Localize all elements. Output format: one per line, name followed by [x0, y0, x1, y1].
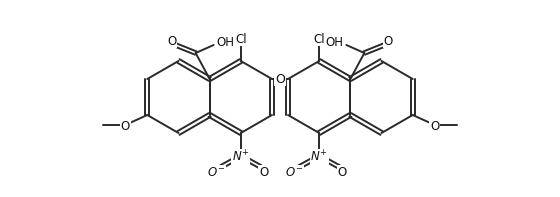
Text: O: O: [338, 165, 347, 178]
Text: OH: OH: [217, 35, 235, 48]
Text: $O^{-}$: $O^{-}$: [207, 165, 225, 178]
Text: $O^{-}$: $O^{-}$: [285, 165, 304, 178]
Text: O: O: [120, 121, 130, 134]
Text: Cl: Cl: [314, 33, 325, 46]
Text: $N^{+}$: $N^{+}$: [232, 149, 250, 165]
Text: O: O: [384, 34, 393, 47]
Text: OH: OH: [325, 35, 343, 48]
Text: Cl: Cl: [235, 33, 246, 46]
Text: O: O: [275, 72, 285, 85]
Text: O: O: [167, 34, 176, 47]
Text: $N^{+}$: $N^{+}$: [310, 149, 328, 165]
Text: O: O: [430, 121, 440, 134]
Text: O: O: [259, 165, 268, 178]
